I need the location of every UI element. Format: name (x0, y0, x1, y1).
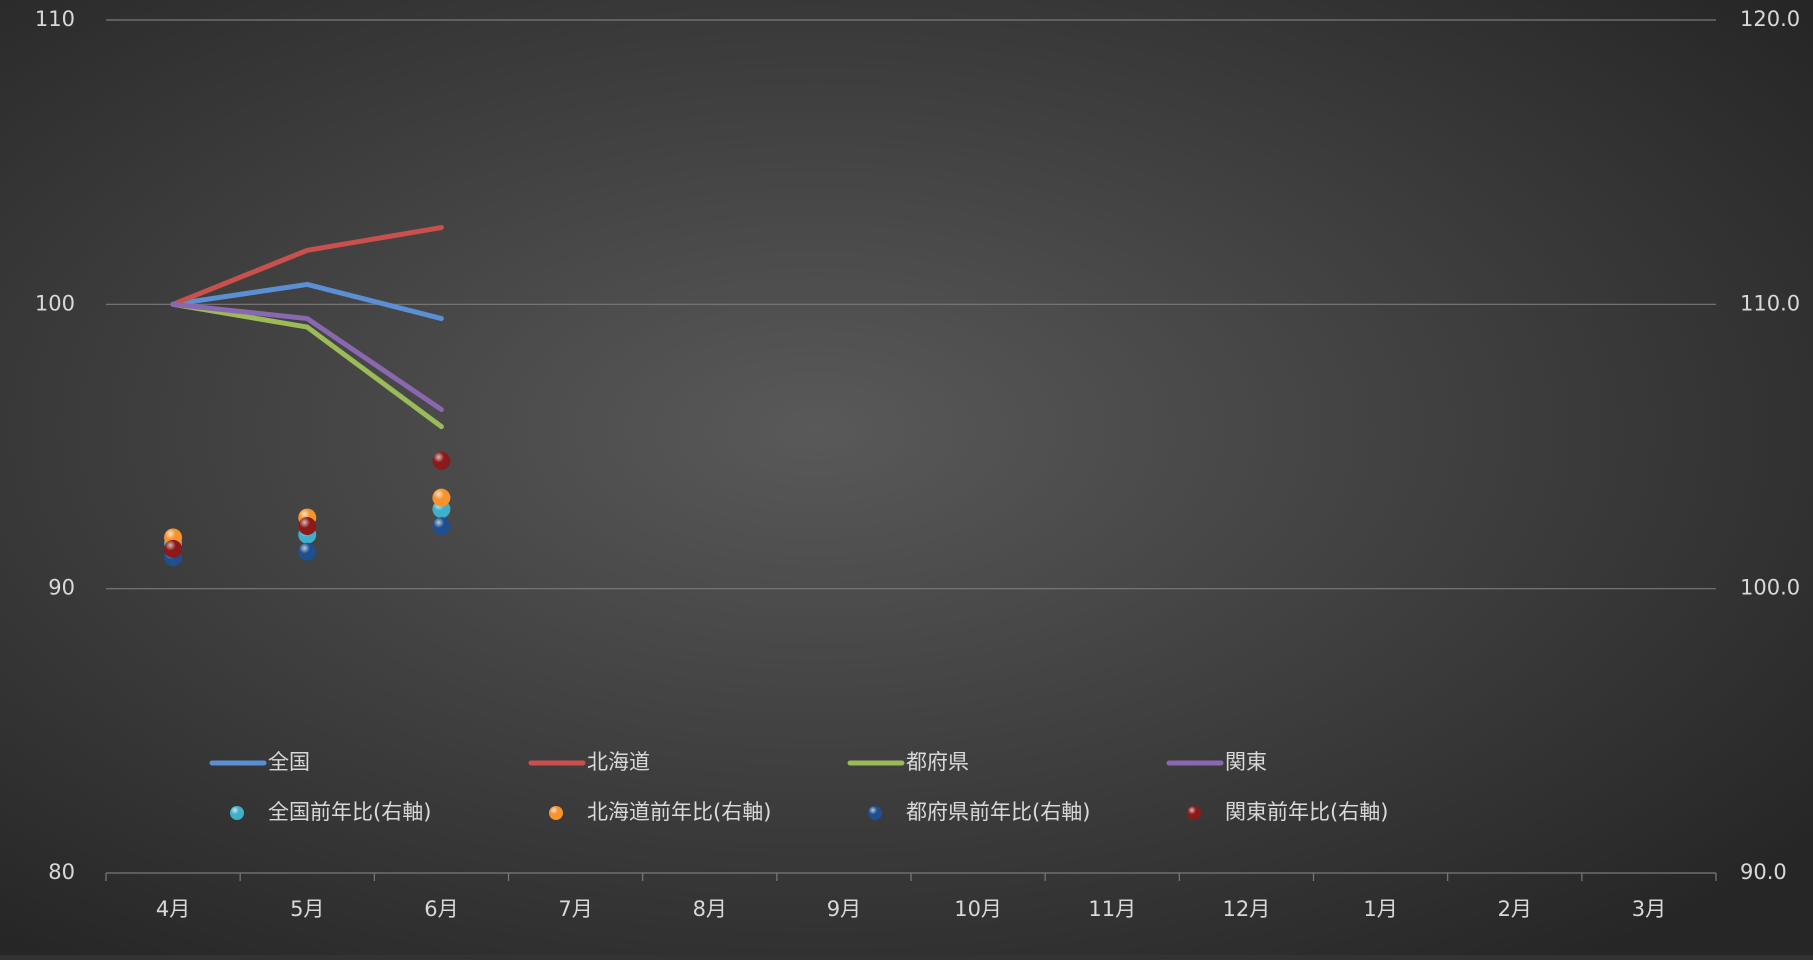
x-tick-label: 7月 (558, 897, 592, 921)
y-tick-label: 100 (35, 291, 75, 315)
legend-shine (1187, 806, 1201, 820)
y-tick-label: 110 (35, 7, 75, 31)
point-shine (432, 451, 451, 470)
y-tick-label: 90 (48, 576, 75, 600)
x-tick-label: 1月 (1363, 897, 1397, 921)
x-tick-label: 4月 (156, 897, 190, 921)
legend-label: 都府県前年比(右軸) (906, 800, 1090, 824)
x-tick-label: 9月 (827, 897, 861, 921)
y2-tick-label: 120.0 (1740, 7, 1800, 31)
x-tick-label: 3月 (1632, 897, 1666, 921)
line (170, 281, 444, 322)
x-tick-label: 11月 (1088, 897, 1136, 921)
y2-tick-label: 110.0 (1740, 291, 1800, 315)
legend-label: 関東 (1225, 750, 1267, 774)
y-tick-label: 80 (48, 860, 75, 884)
legend-label: 北海道前年比(右軸) (587, 800, 771, 824)
point-shine (164, 539, 183, 558)
line (170, 225, 444, 307)
point-shine (298, 542, 317, 561)
legend-label: 全国前年比(右軸) (268, 800, 431, 824)
legend-label: 全国 (268, 750, 310, 774)
x-tick-label: 12月 (1223, 897, 1271, 921)
legend-shine (868, 806, 882, 820)
line (170, 301, 444, 430)
legend-label: 北海道 (587, 750, 650, 774)
point-shine (432, 488, 451, 507)
point-shine (298, 517, 317, 536)
point-shine (432, 517, 451, 536)
legend-shine (230, 806, 244, 820)
legend-label: 関東前年比(右軸) (1225, 800, 1388, 824)
y2-tick-label: 100.0 (1740, 576, 1800, 600)
x-tick-label: 5月 (290, 897, 324, 921)
x-tick-label: 6月 (424, 897, 458, 921)
y2-tick-label: 90.0 (1740, 860, 1787, 884)
x-tick-label: 2月 (1498, 897, 1532, 921)
x-tick-label: 10月 (954, 897, 1002, 921)
x-tick-label: 8月 (693, 897, 727, 921)
line (170, 301, 444, 413)
legend-shine (549, 806, 563, 820)
legend-label: 都府県 (906, 750, 969, 774)
